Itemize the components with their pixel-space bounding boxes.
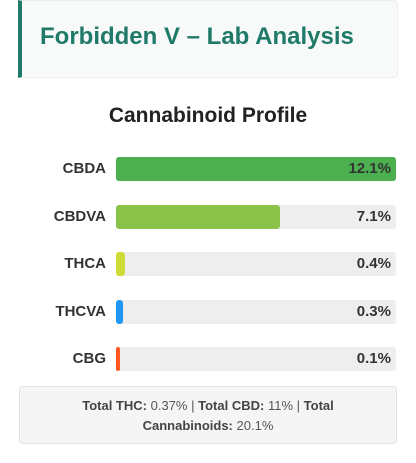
total-cbd-value: 11% <box>267 398 294 413</box>
cannabinoid-bar-chart: CBDA 12.1% CBDVA 7.1% THCA 0.4% THCVA 0.3% CBG 0.… <box>0 157 416 371</box>
bar-label: THCVA <box>55 302 106 320</box>
bar-value-label: 0.3% <box>356 302 391 320</box>
bar-fill <box>116 252 126 276</box>
bar-fill <box>116 299 123 324</box>
title-card: Forbidden V – Lab Analysis <box>18 0 398 78</box>
bar-track: 7.1% <box>116 204 396 229</box>
bar-track: 0.1% <box>116 347 396 371</box>
bar-label: THCA <box>64 255 106 272</box>
bar-fill <box>116 347 120 371</box>
bar-row-cbdva: CBDVA 7.1% <box>0 204 416 229</box>
total-cbd-label: Total CBD: <box>198 398 265 413</box>
total-thc-value: 0.37% <box>150 398 188 413</box>
bar-row-thca: THCA 0.4% <box>0 252 416 276</box>
total-cannabinoids-label-part1: Total <box>303 398 334 413</box>
summary-separator: | <box>191 398 195 413</box>
total-thc-label: Total THC: <box>82 398 147 413</box>
section-title: Cannabinoid Profile <box>108 104 308 127</box>
bar-track: 12.1% <box>116 157 396 181</box>
bar-fill <box>116 157 396 181</box>
bar-track: 0.3% <box>116 299 396 324</box>
bar-row-cbg: CBG 0.1% <box>0 347 416 371</box>
bar-label: CBG <box>72 350 106 367</box>
bar-fill <box>116 204 281 229</box>
bar-value-label: 12.1% <box>348 160 391 177</box>
summary-box: Total THC: 0.37% | Total CBD: 11% | Tota… <box>19 386 397 444</box>
page-title: Forbidden V – Lab Analysis <box>40 23 354 50</box>
summary-separator: | <box>296 398 301 413</box>
bar-label: CBDVA <box>53 207 106 225</box>
bar-value-label: 7.1% <box>356 207 391 225</box>
bar-value-label: 0.4% <box>356 255 391 272</box>
bar-row-thcva: THCVA 0.3% <box>0 299 416 324</box>
bar-value-label: 0.1% <box>356 350 391 367</box>
total-cannabinoids-value: 20.1% <box>236 418 274 433</box>
bar-track: 0.4% <box>116 252 396 276</box>
bar-row-cbda: CBDA 12.1% <box>0 157 416 181</box>
bar-label: CBDA <box>62 160 106 177</box>
total-cannabinoids-label-part2: Cannabinoids: <box>142 418 233 433</box>
